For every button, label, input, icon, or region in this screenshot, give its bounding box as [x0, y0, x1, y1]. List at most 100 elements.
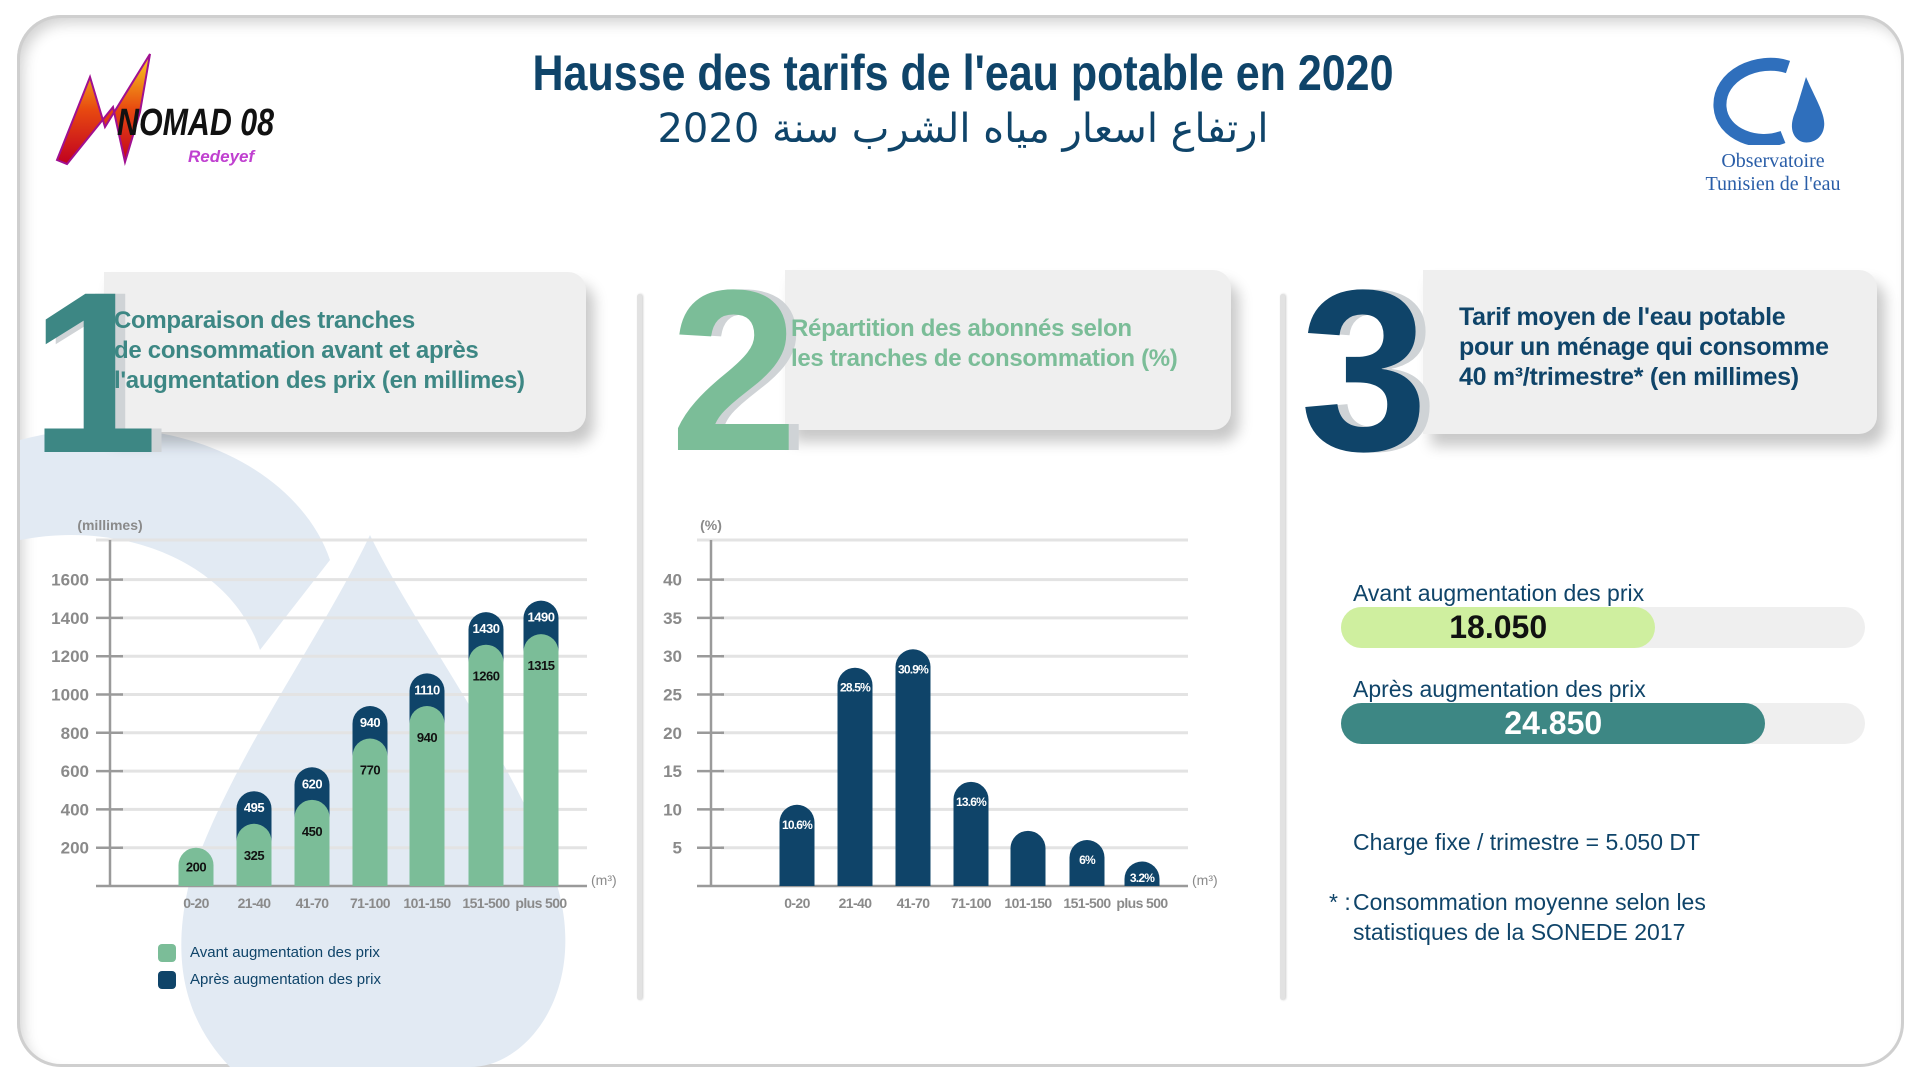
x-tick-label: 101-150 [1004, 895, 1052, 911]
bar [1069, 840, 1105, 886]
bar-before-label: 1315 [528, 658, 555, 673]
bar-before [294, 799, 330, 886]
section-1-number: 1 [30, 244, 158, 501]
y-tick-label: 1000 [51, 686, 89, 705]
y-tick-label: 600 [61, 762, 89, 781]
x-tick-label: 0-20 [183, 895, 209, 911]
bar-before-label: 325 [244, 848, 264, 863]
footnote-mark: * : [1329, 889, 1351, 915]
bar-label: 6% [1079, 853, 1096, 867]
x-tick-label: 71-100 [951, 895, 992, 911]
bar-before [409, 705, 445, 886]
section-1-title-line: de consommation avant et après [114, 337, 479, 364]
tariff-before-bar: 18.050 [1341, 607, 1865, 648]
section-1-title-line: Comparaison des tranches [114, 307, 415, 334]
logo-observatoire-line1: Observatoire [1721, 150, 1825, 172]
y-tick-label: 15 [663, 762, 682, 781]
y-tick-label: 800 [61, 724, 89, 743]
tariff-after-label: Après augmentation des prix [1353, 676, 1646, 702]
bar-before [236, 823, 272, 886]
logo-nomad08: NOMAD 08 Redeyef [55, 52, 315, 177]
bar [837, 667, 873, 886]
x-tick-label: 151-500 [1063, 895, 1111, 911]
x-axis-unit-label: (m³) [1192, 872, 1218, 888]
bar-after-label: 1430 [473, 621, 500, 636]
bar-after-label: 1110 [414, 682, 440, 697]
x-axis-unit-label: (m³) [591, 872, 617, 888]
section-2-header [785, 270, 1231, 430]
bar-before [468, 644, 504, 886]
section-2-title-line: les tranches de consommation (%) [791, 345, 1178, 372]
section-3-title: Tarif moyen de l'eau potable pour un mén… [1459, 302, 1829, 392]
section-1-title: Comparaison des tranches de consommation… [114, 306, 525, 396]
legend-swatch-navy [158, 970, 176, 989]
bar-before [178, 847, 214, 886]
section-2-number: 2 [670, 242, 798, 499]
legend-item-before: Avant augmentation des prix [158, 939, 381, 966]
section-3-title-line: pour un ménage qui consomme [1459, 333, 1829, 361]
bar-before-label: 1260 [473, 669, 500, 684]
x-tick-label: 101-150 [403, 895, 451, 911]
y-tick-label: 25 [663, 686, 682, 705]
bar-after-label: 940 [360, 715, 380, 730]
tariff-before-fill [1341, 607, 1656, 648]
section-1-header [104, 272, 586, 432]
bar [895, 649, 931, 886]
section-3-title-line: 40 m³/trimestre* (en millimes) [1459, 363, 1799, 391]
chart1-legend: Avant augmentation des prix Après augmen… [158, 939, 381, 993]
footnote: Consommation moyenne selon les statistiq… [1353, 887, 1706, 947]
bar-before-label: 200 [186, 860, 206, 875]
x-tick-label: 0-20 [784, 895, 810, 911]
x-tick-label: plus 500 [515, 895, 567, 911]
legend-label: Après augmentation des prix [190, 971, 381, 988]
bar [1010, 830, 1046, 886]
bar [953, 781, 989, 886]
logo-nomad08-tagline: Redeyef [188, 147, 255, 166]
bar-after-label: 620 [302, 776, 322, 791]
tariff-comparison-chart: 200 400 600 800 1000 1200 1400 1600 (millimes) (m… [51, 517, 617, 911]
x-tick-label: 41-70 [296, 895, 330, 911]
fixed-charge-note: Charge fixe / trimestre = 5.050 DT [1353, 829, 1701, 855]
bar-label: 28.5% [840, 681, 871, 695]
column-divider [637, 294, 642, 1000]
x-tick-label: 71-100 [350, 895, 391, 911]
bar-label: 3.2% [1130, 871, 1155, 885]
tariff-after-fill [1341, 703, 1766, 744]
column-divider [1280, 294, 1285, 1000]
footnote-line: statistiques de la SONEDE 2017 [1353, 919, 1686, 945]
x-tick-label: 21-40 [238, 895, 272, 911]
section-1-title-line: l'augmentation des prix (en millimes) [114, 367, 525, 394]
bar-before [523, 634, 559, 886]
section-3-header [1423, 270, 1877, 434]
legend-item-after: Après augmentation des prix [158, 966, 381, 993]
tariff-before-value: 18.050 [1449, 609, 1548, 645]
y-tick-label: 10 [663, 800, 682, 819]
logo-observatoire: Observatoire Tunisien de l'eau [1688, 55, 1858, 200]
legend-swatch-green [158, 943, 176, 962]
y-tick-label: 40 [663, 571, 682, 590]
section-3-title-line: Tarif moyen de l'eau potable [1459, 303, 1786, 331]
y-tick-label: 30 [663, 647, 682, 666]
bar-before-label: 940 [417, 730, 437, 745]
y-tick-label: 20 [663, 724, 682, 743]
page-title: Hausse des tarifs de l'eau potable en 20… [532, 45, 1394, 101]
bar-after-label: 1490 [528, 610, 555, 625]
page-subtitle-arabic: ارتفاع اسعار مياه الشرب سنة 2020 [657, 106, 1269, 152]
section-2-title: Répartition des abonnés selon les tranch… [791, 314, 1178, 374]
tariff-after-bar: 24.850 [1341, 703, 1865, 744]
legend-label: Avant augmentation des prix [190, 944, 380, 961]
bar-label: 10.6% [782, 818, 813, 832]
logo-nomad08-text: NOMAD 08 [117, 102, 275, 144]
y-axis-label: (millimes) [77, 517, 142, 533]
section-3-number: 3 [1300, 242, 1428, 499]
tariff-after-value: 24.850 [1504, 705, 1603, 741]
subscriber-distribution-chart: 5 10 15 20 25 30 35 40 (%) (m³) 0-20 21-40 41-70 71-1… [663, 517, 1218, 911]
bar [1124, 861, 1160, 886]
bar [779, 804, 815, 886]
tariff-before-label: Avant augmentation des prix [1353, 580, 1645, 606]
x-tick-label: plus 500 [1116, 895, 1168, 911]
y-tick-label: 200 [61, 839, 89, 858]
x-tick-label: 151-500 [462, 895, 510, 911]
footnote-line: Consommation moyenne selon les [1353, 889, 1706, 915]
y-tick-label: 5 [673, 839, 682, 858]
